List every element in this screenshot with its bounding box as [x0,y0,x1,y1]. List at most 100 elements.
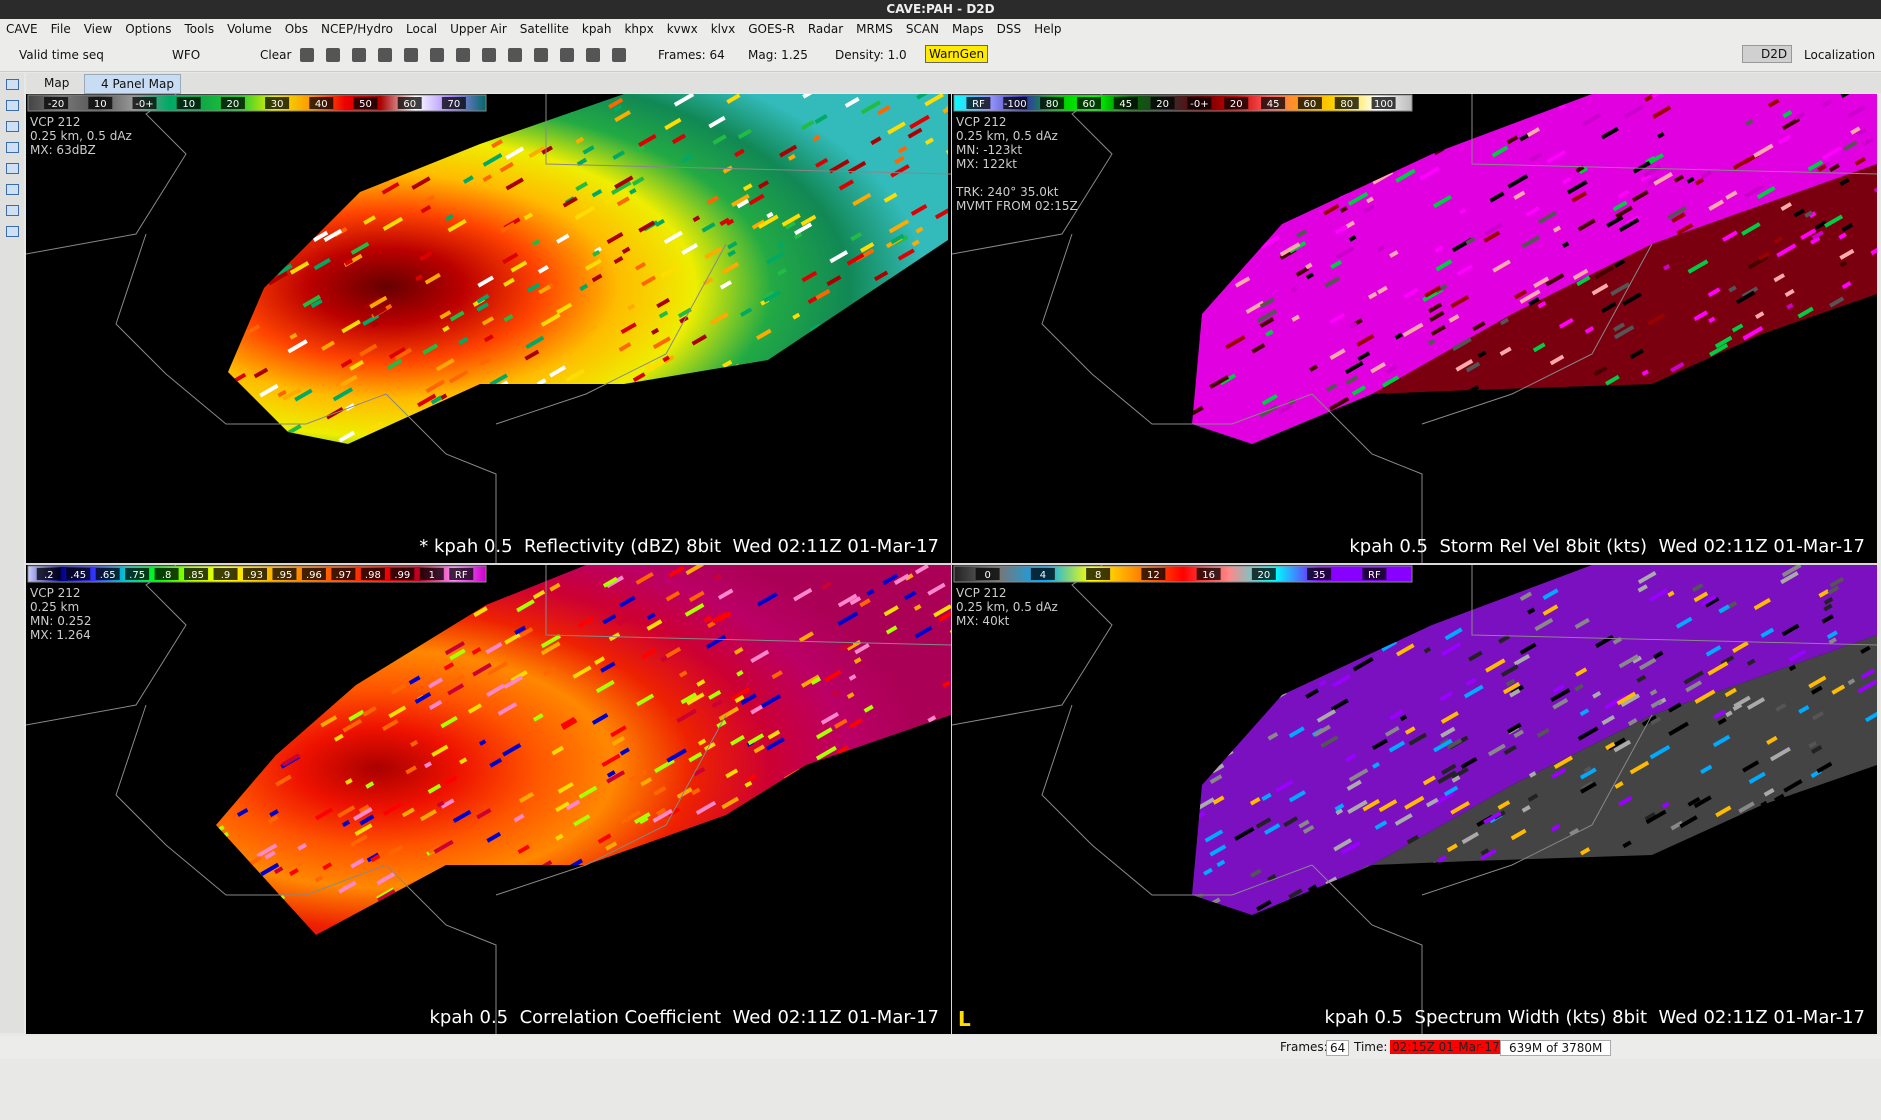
perspective-button[interactable]: D2D [1742,45,1792,63]
menu-item[interactable]: GOES-R [748,22,795,36]
mag-select[interactable]: Mag: 1.25 [748,48,808,62]
tab-active[interactable]: 4 Panel Map [84,74,181,94]
radar-bin [801,875,817,886]
menu-item[interactable]: Upper Air [450,22,507,36]
tool-icon[interactable] [612,48,626,62]
radar-bin [1829,784,1849,798]
radar-bin [1499,931,1511,940]
radar-bin [920,454,930,462]
radar-bin [261,911,280,924]
radar-bin [790,837,800,845]
side-icon [6,142,19,153]
radar-bin [800,814,817,826]
colorbar-label: 80 [1340,99,1353,110]
radar-bin [1830,785,1844,796]
tool-icon[interactable] [352,48,366,62]
tool-icon[interactable] [300,48,314,62]
radar-bin [256,152,265,160]
radar-bin [1506,94,1520,99]
scale-select[interactable]: WFO [172,48,200,62]
tool-icon[interactable] [456,48,470,62]
radar-bin [217,383,235,396]
tool-icon[interactable] [560,48,574,62]
info-text: 0.25 km, 0.5 dAz [956,129,1058,143]
radar-bin [1842,775,1863,789]
radar-bin [1872,358,1877,370]
radar-bin [1373,133,1393,147]
menu-item[interactable]: Tools [185,22,215,36]
radar-bin [1194,682,1215,696]
menu-item[interactable]: kpah [582,22,612,36]
menu-item[interactable]: NCEP/Hydro [321,22,393,36]
radar-bin [1198,439,1213,450]
menu-item[interactable]: SCAN [906,22,939,36]
time-label: Time: [1354,1040,1387,1054]
radar-bin [430,583,449,597]
radar-bin [1159,846,1180,860]
tool-icon[interactable] [326,48,340,62]
localization-button[interactable]: Localization [1794,48,1875,62]
menu-item[interactable]: Satellite [520,22,569,36]
warngen-button[interactable]: WarnGen [925,45,988,63]
menu-item[interactable]: File [51,22,71,36]
menu-item[interactable]: klvx [711,22,736,36]
radar-bin [1744,867,1759,878]
radar-bin [816,776,830,786]
radar-bin [247,734,256,742]
menu-item[interactable]: Options [125,22,171,36]
side-icon [6,226,19,237]
radar-bin [1186,914,1195,921]
menu-item[interactable]: Obs [285,22,308,36]
tool-icon[interactable] [378,48,392,62]
radar-bin [1859,350,1875,361]
time-mode[interactable]: Valid time seq [19,48,104,62]
menu-item[interactable]: CAVE [6,22,38,36]
frames-select[interactable]: Frames: 64 [658,48,725,62]
tool-icon[interactable] [430,48,444,62]
radar-bin [507,888,527,902]
colorbar-label: .8 [162,570,172,581]
radar-bin [1627,917,1644,929]
menu-item[interactable]: Maps [952,22,984,36]
radar-bin [1391,402,1400,409]
radar-bin [1423,94,1433,99]
clear-button[interactable]: Clear [260,48,291,62]
radar-bin [1623,879,1640,891]
radar-bin [768,822,784,833]
radar-bin [489,446,506,458]
colorbar-label: 0 [984,570,990,581]
density-select[interactable]: Density: 1.0 [835,48,907,62]
radar-bin [1234,658,1253,671]
colorbar-label: -0+ [135,99,153,110]
radar-bin [910,879,926,890]
radar-bin [277,206,287,214]
radar-bin [1424,884,1432,891]
menu-item[interactable]: Help [1034,22,1061,36]
radar-bin [529,395,543,406]
radar-bin [1870,342,1877,353]
menu-item[interactable]: Local [406,22,437,36]
tool-icon[interactable] [482,48,496,62]
menu-item[interactable]: kvwx [667,22,698,36]
menu-item[interactable]: Radar [808,22,843,36]
menu-item[interactable]: khpx [624,22,653,36]
radar-bin [1183,197,1201,210]
menu-item[interactable]: DSS [997,22,1021,36]
menu-item[interactable]: Volume [227,22,272,36]
tool-icon[interactable] [534,48,548,62]
tab[interactable]: Map [28,74,75,92]
radar-bin [1315,129,1333,142]
radar-bin [1703,374,1718,385]
radar-bin [496,565,505,570]
menu-item[interactable]: MRMS [856,22,893,36]
menu-item[interactable]: View [84,22,112,36]
radar-bin [804,876,817,886]
radar-bin [1312,120,1319,127]
tool-icon[interactable] [586,48,600,62]
tool-icon[interactable] [404,48,418,62]
radar-bin [1389,141,1410,155]
radar-bin [1726,854,1742,866]
radar-bin [240,881,256,893]
tool-icon[interactable] [508,48,522,62]
